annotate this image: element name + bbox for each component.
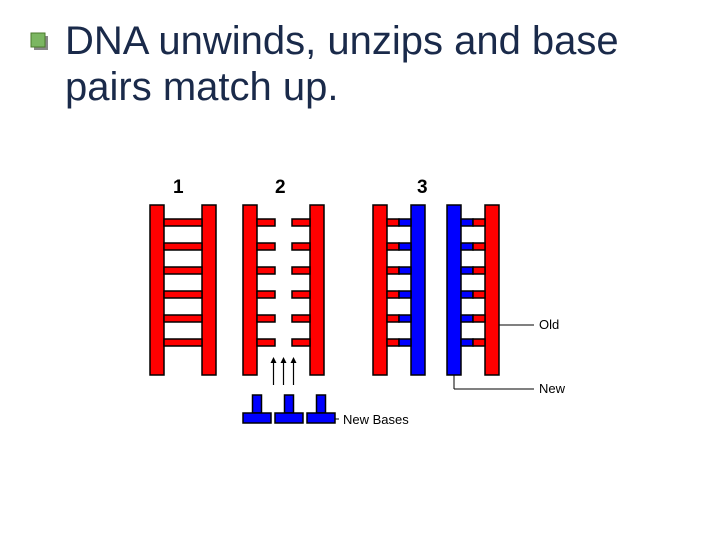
svg-text:Old: Old bbox=[539, 317, 559, 332]
bullet-icon bbox=[30, 32, 48, 50]
title-block: DNA unwinds, unzips and base pairs match… bbox=[65, 18, 690, 110]
dna-diagram: 1 2 3 New Bases Old New bbox=[115, 175, 625, 475]
svg-text:1: 1 bbox=[173, 177, 184, 198]
svg-text:New Bases: New Bases bbox=[343, 412, 409, 427]
svg-text:New: New bbox=[539, 381, 566, 396]
page-title: DNA unwinds, unzips and base pairs match… bbox=[65, 18, 690, 110]
svg-text:3: 3 bbox=[417, 177, 428, 198]
svg-text:2: 2 bbox=[275, 177, 286, 198]
